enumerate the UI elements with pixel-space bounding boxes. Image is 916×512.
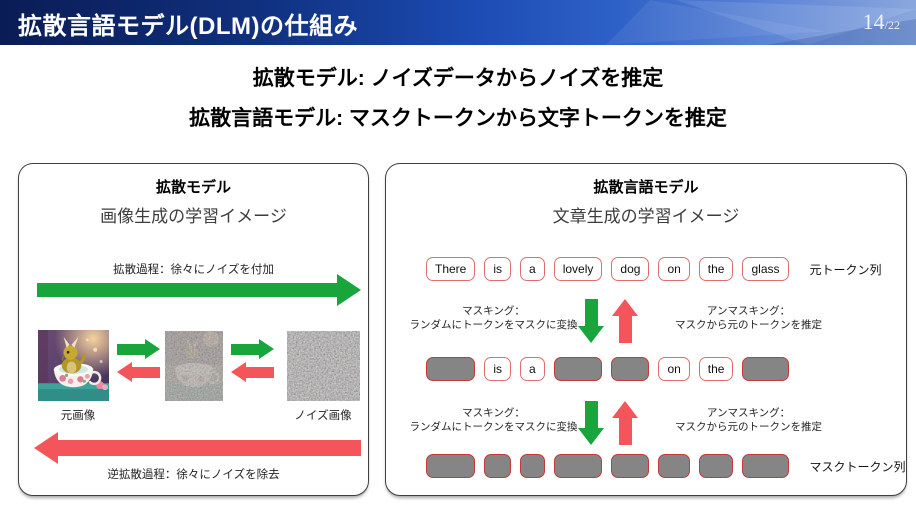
masked-token-box: dog bbox=[611, 454, 650, 478]
masked-token-box: a bbox=[520, 454, 545, 478]
token-box: glass bbox=[742, 257, 789, 281]
panel-subtitle: 文章生成の学習イメージ bbox=[552, 207, 740, 226]
masked-token-box: There bbox=[426, 357, 476, 381]
original-token-row: There is a lovely dog on the glass 元トークン列 bbox=[426, 257, 882, 281]
unmasking-label: アンマスキング： マスクから元のトークンを推定 bbox=[641, 305, 856, 332]
masking-label-line1: マスキング： bbox=[462, 305, 525, 317]
page-number: 14/22 bbox=[863, 9, 900, 35]
unmasking-label-line1: アンマスキング： bbox=[706, 407, 791, 419]
unmasking-label-line2: マスクから元のトークンを推定 bbox=[675, 318, 822, 331]
masked-token-box: glass bbox=[742, 357, 789, 381]
masking-label: マスキング： ランダムにトークンをマスクに変換 bbox=[401, 407, 586, 434]
noisy-image bbox=[165, 331, 223, 401]
add-noise-arrow-icon bbox=[231, 339, 274, 359]
masking-label: マスキング： ランダムにトークンをマスクに変換 bbox=[401, 305, 586, 332]
page-current: 14 bbox=[862, 9, 885, 34]
masked-token-box: lovely bbox=[553, 357, 603, 381]
token-box: on bbox=[658, 357, 690, 381]
panel-title: 拡散モデル bbox=[155, 179, 231, 196]
remove-noise-arrow-icon bbox=[117, 362, 160, 382]
token-box: lovely bbox=[553, 257, 603, 281]
subtitle-diffusion-language-model: 拡散言語モデル: マスクトークンから文字トークンを推定 bbox=[189, 107, 727, 130]
forward-process-label: 拡散過程：徐々にノイズを付加 bbox=[113, 264, 274, 276]
diffusion-model-panel: 拡散モデル 画像生成の学習イメージ 拡散過程：徐々にノイズを付加 bbox=[18, 163, 369, 496]
masking-down-arrow-icon bbox=[578, 299, 604, 343]
token-box: There bbox=[426, 257, 476, 281]
masked-token-box: the bbox=[698, 454, 734, 478]
subtitle-diffusion-model: 拡散モデル: ノイズデータからノイズを推定 bbox=[252, 67, 664, 90]
slide-subtitles: 拡散モデル: ノイズデータからノイズを推定 拡散言語モデル: マスクトークンから… bbox=[0, 58, 916, 132]
token-box: is bbox=[484, 357, 512, 381]
reverse-diffusion-arrow-icon bbox=[34, 432, 361, 464]
slide-header: 拡散言語モデル(DLM)の仕組み 14/22 bbox=[0, 0, 916, 45]
panel-subtitle: 画像生成の学習イメージ bbox=[100, 207, 287, 226]
masked-token-box: dog bbox=[611, 357, 650, 381]
token-box: the bbox=[698, 257, 734, 281]
masked-token-box: lovely bbox=[553, 454, 603, 478]
noise-image-label: ノイズ画像 bbox=[294, 410, 352, 422]
original-image bbox=[38, 330, 109, 401]
masking-label-line1: マスキング： bbox=[462, 407, 525, 419]
masked-token-box: glass bbox=[742, 454, 789, 478]
token-box: dog bbox=[611, 257, 650, 281]
original-image-label: 元画像 bbox=[60, 410, 96, 422]
masked-tokens-label: マスクトークン列 bbox=[809, 459, 906, 474]
masking-down-arrow-icon bbox=[578, 401, 604, 445]
token-box: is bbox=[484, 257, 512, 281]
unmasking-label-line1: アンマスキング： bbox=[706, 305, 791, 317]
unmasking-up-arrow-icon bbox=[612, 401, 638, 445]
reverse-process-label: 逆拡散過程：徐々にノイズを除去 bbox=[107, 469, 280, 481]
noise-image bbox=[287, 331, 360, 401]
token-box: on bbox=[658, 257, 690, 281]
token-box: a bbox=[520, 257, 545, 281]
token-box: a bbox=[520, 357, 545, 381]
masking-label-line2: ランダムにトークンをマスクに変換 bbox=[409, 420, 578, 433]
masked-token-box: on bbox=[658, 454, 690, 478]
unmasking-label: アンマスキング： マスクから元のトークンを推定 bbox=[641, 407, 856, 434]
original-tokens-label: 元トークン列 bbox=[809, 262, 882, 277]
masking-label-line2: ランダムにトークンをマスクに変換 bbox=[409, 318, 578, 331]
forward-diffusion-arrow-icon bbox=[37, 274, 361, 306]
page-total: /22 bbox=[884, 18, 900, 32]
token-box: the bbox=[698, 357, 734, 381]
slide-title: 拡散言語モデル(DLM)の仕組み bbox=[18, 13, 358, 40]
unmasking-up-arrow-icon bbox=[612, 299, 638, 343]
diffusion-language-model-panel: 拡散言語モデル 文章生成の学習イメージ There is a lovely dog on t… bbox=[385, 163, 907, 496]
unmasking-label-line2: マスクから元のトークンを推定 bbox=[675, 420, 822, 433]
panel-title: 拡散言語モデル bbox=[593, 179, 699, 196]
masked-token-box: is bbox=[484, 454, 512, 478]
remove-noise-arrow-icon bbox=[231, 362, 274, 382]
add-noise-arrow-icon bbox=[117, 339, 160, 359]
masked-token-box: There bbox=[426, 454, 476, 478]
